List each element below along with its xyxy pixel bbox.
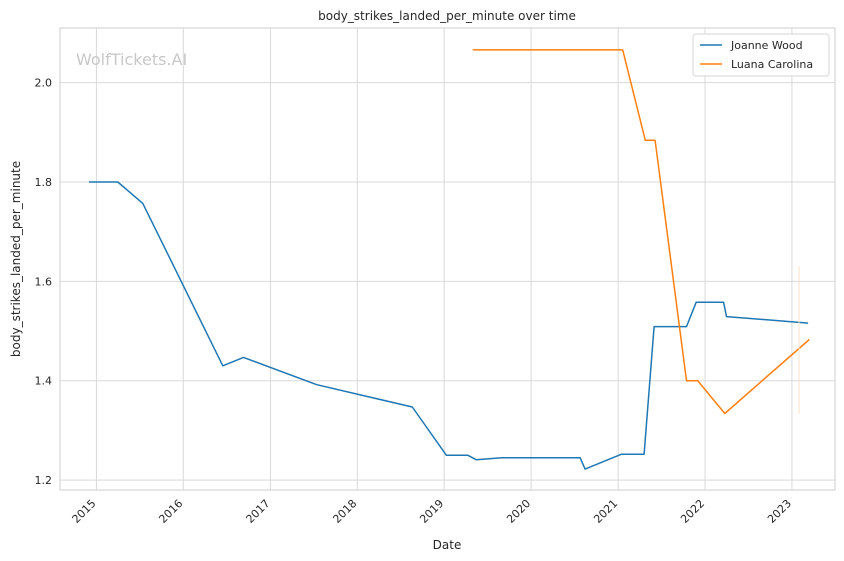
- x-tick-labels: 2015 2016 2017 2018 2019 2020 2021 2022 2023: [70, 497, 794, 526]
- x-tick-label: 2017: [244, 497, 273, 526]
- y-axis-label: body_strikes_landed_per_minute: [9, 161, 23, 357]
- x-tick-label: 2021: [591, 497, 620, 526]
- y-tick-label: 1.6: [35, 275, 53, 288]
- plot-background: [59, 27, 836, 491]
- legend-label-luana-carolina: Luana Carolina: [731, 58, 813, 71]
- legend: Joanne Wood Luana Carolina: [692, 33, 830, 77]
- x-tick-label: 2023: [765, 497, 794, 526]
- y-tick-label: 1.8: [35, 176, 53, 189]
- x-tick-label: 2018: [330, 497, 359, 526]
- x-tick-label: 2020: [504, 497, 533, 526]
- series-line-joanne-wood: [89, 181, 809, 470]
- x-axis-label: Date: [433, 538, 462, 552]
- y-tick-label: 2.0: [35, 77, 53, 90]
- legend-box: [692, 33, 830, 77]
- y-tick-labels: 1.2 1.4 1.6 1.8 2.0: [35, 77, 53, 487]
- x-tick-label: 2022: [678, 497, 707, 526]
- watermark: WolfTickets.AI: [76, 50, 187, 69]
- x-tick-label: 2015: [70, 497, 99, 526]
- chart-title: body_strikes_landed_per_minute over time: [318, 9, 576, 23]
- x-tick-label: 2016: [156, 497, 185, 526]
- y-tick-label: 1.2: [35, 474, 53, 487]
- grid: [60, 28, 835, 490]
- y-tick-label: 1.4: [35, 375, 53, 388]
- series-line-luana-carolina: [472, 49, 810, 415]
- legend-label-joanne-wood: Joanne Wood: [730, 39, 803, 52]
- series-lines: [89, 49, 810, 470]
- x-tick-label: 2019: [417, 497, 446, 526]
